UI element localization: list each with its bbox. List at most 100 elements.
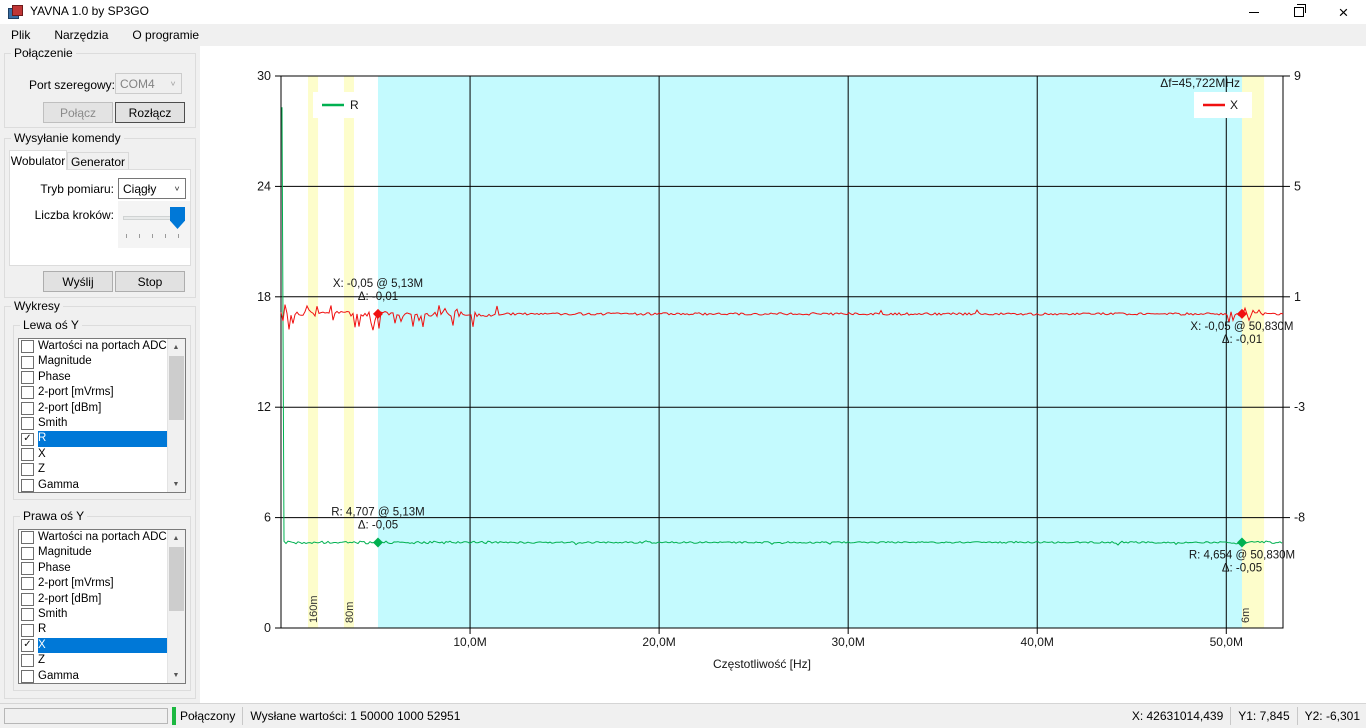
scroll-up-icon[interactable]: ▲	[172, 534, 180, 542]
checkbox-icon[interactable]	[21, 370, 34, 384]
list-item[interactable]: Z	[19, 653, 167, 668]
command-groupbox: Wysyłanie komendy Wobulator Generator Tr…	[4, 131, 196, 298]
list-item[interactable]: 2-port [mVrms]	[19, 576, 167, 591]
chart-area[interactable]: 160m 80m 6m 10,0M 20,0M 30,0M 40,0M 50,0M 30 9 24 5…	[200, 46, 1366, 703]
status-progress-bar	[4, 708, 168, 724]
checkbox-icon[interactable]	[21, 386, 34, 400]
scroll-up-icon[interactable]: ▲	[172, 343, 180, 351]
restore-button[interactable]	[1276, 0, 1321, 24]
minimize-button[interactable]	[1231, 0, 1276, 24]
list-item[interactable]: Magnitude	[19, 354, 167, 369]
tab-wobulator[interactable]: Wobulator	[9, 150, 67, 170]
disconnect-button[interactable]: Rozłącz	[115, 102, 185, 123]
list-item[interactable]: Z	[19, 462, 167, 477]
checkbox-icon[interactable]	[21, 478, 34, 492]
status-separator	[1296, 707, 1298, 725]
list-item[interactable]: Phase	[19, 370, 167, 385]
list-item-label: Magnitude	[38, 355, 92, 368]
menu-item-o-programie[interactable]: O programie	[132, 28, 200, 42]
sweep-chart[interactable]: 160m 80m 6m 10,0M 20,0M 30,0M 40,0M 50,0M 30 9 24 5…	[200, 46, 1366, 703]
chart-text: 24	[257, 179, 271, 193]
send-button[interactable]: Wyślij	[43, 271, 113, 292]
connection-groupbox: Połączenie Port szeregowy: COM4 ∨ Połącz…	[4, 46, 196, 128]
chart-text: 6m	[1240, 608, 1252, 623]
chart-text: 5	[1294, 179, 1301, 193]
right-axis-listbox[interactable]: Wartości na portach ADC Magnitude Phase 2-p…	[18, 529, 186, 684]
close-button[interactable]: ×	[1321, 0, 1366, 24]
chart-text: 6	[264, 511, 271, 525]
stop-button[interactable]: Stop	[115, 271, 185, 292]
list-item[interactable]: Phase	[19, 561, 167, 576]
serial-port-combobox[interactable]: COM4 ∨	[115, 73, 182, 94]
app-icon-part	[12, 5, 23, 16]
scroll-down-icon[interactable]: ▼	[172, 671, 180, 679]
connection-status-indicator	[172, 707, 176, 725]
measure-mode-combobox[interactable]: Ciągły ∨	[118, 178, 186, 199]
chart-text: 12	[257, 400, 271, 414]
list-item[interactable]: ✓ X	[19, 637, 167, 654]
list-item[interactable]: 2-port [dBm]	[19, 401, 167, 416]
list-item-label: X	[38, 447, 46, 460]
chart-text: Δ: -0,05	[358, 519, 398, 531]
list-item[interactable]: Smith	[19, 607, 167, 622]
scrollbar-thumb[interactable]	[169, 356, 184, 420]
list-item[interactable]: X	[19, 447, 167, 462]
list-item[interactable]: 2-port [mVrms]	[19, 385, 167, 400]
menu-item-narzedzia[interactable]: Narzędzia	[54, 28, 109, 42]
list-item[interactable]: 2-port [dBm]	[19, 592, 167, 607]
checkbox-icon[interactable]	[21, 654, 34, 668]
checkbox-icon[interactable]: ✓	[21, 638, 34, 652]
list-item-label: Wartości na portach ADC	[38, 340, 167, 352]
list-item[interactable]: R	[19, 622, 167, 637]
title-bar: YAVNA 1.0 by SP3GO ×	[0, 0, 1366, 24]
connect-button[interactable]: Połącz	[43, 102, 113, 123]
step-count-slider[interactable]	[118, 201, 190, 248]
list-item[interactable]: Wartości na portach ADC	[19, 530, 167, 545]
scrollbar-thumb[interactable]	[169, 547, 184, 611]
list-item[interactable]: ✓ R	[19, 431, 167, 447]
right-axis-scrollbar[interactable]: ▲ ▼	[167, 530, 185, 683]
checkbox-icon[interactable]	[21, 623, 34, 637]
checkbox-icon[interactable]	[21, 463, 34, 477]
list-item[interactable]: Magnitude	[19, 545, 167, 560]
list-item[interactable]: Smith	[19, 416, 167, 431]
list-item-label: Z	[38, 463, 46, 476]
left-axis-scrollbar[interactable]: ▲ ▼	[167, 339, 185, 492]
checkbox-icon[interactable]: ✓	[21, 432, 34, 446]
status-left: Połączony Wysłane wartości: 1 50000 1000…	[180, 704, 460, 728]
checkbox-icon[interactable]	[21, 561, 34, 575]
scroll-down-icon[interactable]: ▼	[172, 480, 180, 488]
left-axis-groupbox: Lewa oś Y Wartości na portach ADC Magnitu…	[13, 318, 191, 500]
checkbox-icon[interactable]	[21, 401, 34, 415]
list-item[interactable]: Gamma	[19, 478, 167, 492]
checkbox-icon[interactable]	[21, 340, 34, 354]
tab-generator[interactable]: Generator	[67, 152, 129, 170]
chart-text: Δ: -0,05	[1222, 562, 1262, 574]
list-item[interactable]: Wartości na portach ADC	[19, 339, 167, 354]
menu-item-plik[interactable]: Plik	[11, 28, 31, 42]
minimize-icon	[1248, 11, 1259, 13]
list-item-label: Z	[38, 654, 46, 667]
app-icon	[8, 5, 23, 19]
slider-thumb[interactable]	[170, 207, 185, 229]
chart-text: 10,0M	[453, 635, 486, 649]
checkbox-icon[interactable]	[21, 417, 34, 431]
checkbox-icon[interactable]	[21, 447, 34, 461]
checkbox-icon[interactable]	[21, 546, 34, 560]
checkbox-icon[interactable]	[21, 608, 34, 622]
checkbox-icon[interactable]	[21, 577, 34, 591]
chart-text: 30	[257, 69, 271, 83]
status-bar: Połączony Wysłane wartości: 1 50000 1000…	[0, 703, 1366, 728]
left-axis-listbox[interactable]: Wartości na portach ADC Magnitude Phase 2-p…	[18, 338, 186, 493]
list-item-label: X	[38, 637, 167, 654]
chart-text: Częstotliwość [Hz]	[713, 657, 811, 671]
sent-values-text: Wysłane wartości: 1 50000 1000 52951	[250, 709, 461, 723]
list-item[interactable]: Gamma	[19, 669, 167, 683]
checkbox-icon[interactable]	[21, 355, 34, 369]
chart-text: -8	[1294, 511, 1305, 525]
checkbox-icon[interactable]	[21, 531, 34, 545]
checkbox-icon[interactable]	[21, 592, 34, 606]
checkbox-icon[interactable]	[21, 669, 34, 683]
chart-text: R: 4,654 @ 50,830M	[1189, 549, 1295, 561]
